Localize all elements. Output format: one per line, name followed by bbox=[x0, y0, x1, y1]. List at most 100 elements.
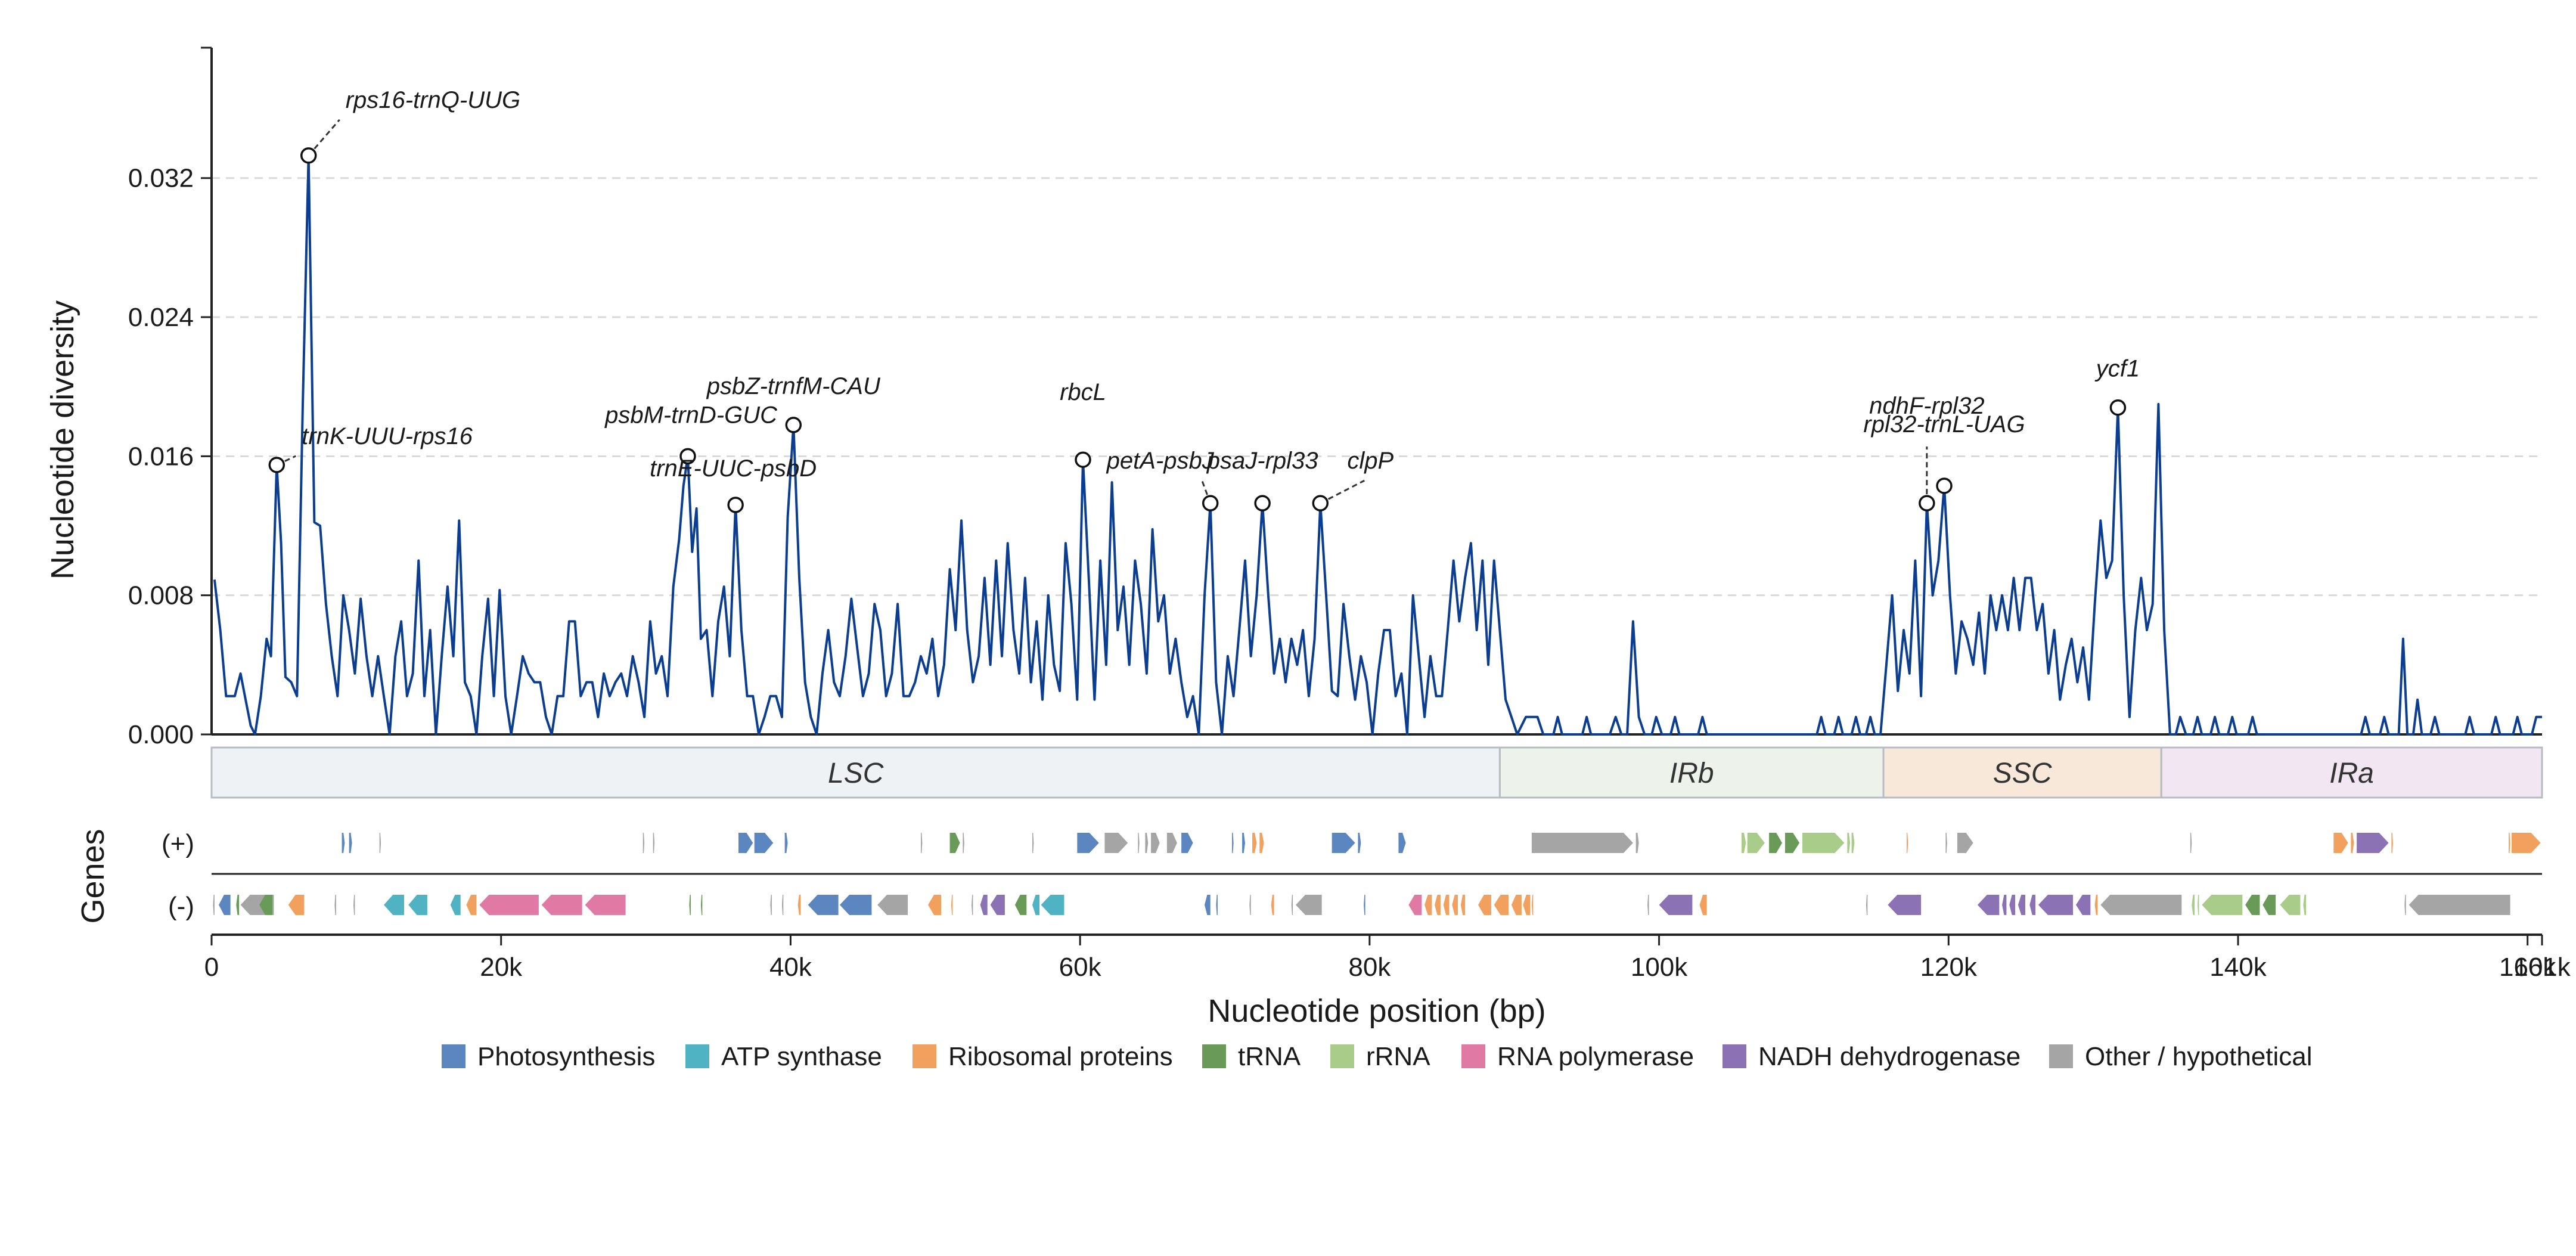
gene-minus bbox=[2094, 895, 2098, 915]
gene-plus bbox=[1742, 833, 1746, 853]
gene-minus bbox=[541, 895, 582, 915]
gene-minus bbox=[408, 895, 427, 915]
annotation-marker bbox=[727, 497, 744, 513]
gene-plus bbox=[784, 833, 788, 853]
annotation-label: clpP bbox=[1347, 448, 1393, 474]
gene-plus bbox=[1166, 833, 1177, 853]
gene-minus bbox=[466, 895, 477, 915]
x-tick-label: 100k bbox=[1631, 953, 1688, 982]
gene-minus bbox=[770, 895, 772, 915]
gene-plus bbox=[1077, 833, 1099, 853]
x-tick-label: 20k bbox=[480, 953, 523, 982]
gene-minus bbox=[585, 895, 626, 915]
gene-plus bbox=[349, 833, 352, 853]
gene-minus bbox=[1014, 895, 1027, 915]
gene-minus bbox=[2303, 895, 2307, 915]
legend-label: NADH dehydrogenase bbox=[1758, 1042, 2021, 1071]
gene-plus bbox=[1945, 833, 1947, 853]
gene-minus bbox=[1478, 895, 1491, 915]
gene-minus bbox=[689, 895, 691, 915]
region-label: IRa bbox=[2329, 758, 2374, 789]
legend-label: Ribosomal proteins bbox=[948, 1042, 1173, 1071]
legend-label: RNA polymerase bbox=[1497, 1042, 1694, 1071]
gene-minus bbox=[1460, 895, 1466, 915]
x-tick-label: 60k bbox=[1059, 953, 1102, 982]
gene-minus bbox=[1424, 895, 1432, 915]
x-tick-label: 80k bbox=[1348, 953, 1391, 982]
gene-minus bbox=[1531, 895, 1534, 915]
gene-minus bbox=[1647, 895, 1649, 915]
x-tick-label: 120k bbox=[1920, 953, 1978, 982]
gene-minus bbox=[990, 895, 1005, 915]
gene-plus bbox=[1259, 833, 1264, 853]
gene-minus bbox=[1271, 895, 1274, 915]
y-tick-label: 0.000 bbox=[128, 720, 194, 749]
gene-plus bbox=[754, 833, 774, 853]
gene-plus bbox=[342, 833, 345, 853]
gene-minus bbox=[1494, 895, 1509, 915]
x-tick-label: 40k bbox=[769, 953, 812, 982]
gene-plus bbox=[2512, 833, 2541, 853]
gene-minus bbox=[797, 895, 801, 915]
gene-plus bbox=[1358, 833, 1361, 853]
gene-plus bbox=[1032, 833, 1034, 853]
gene-plus bbox=[1181, 833, 1193, 853]
annotation-marker bbox=[1075, 451, 1091, 468]
x-tick-label: 160k bbox=[2499, 953, 2556, 982]
gene-plus bbox=[1145, 833, 1149, 853]
gene-minus bbox=[1523, 895, 1531, 915]
gene-minus bbox=[808, 895, 839, 915]
x-tick-label: 0 bbox=[204, 953, 219, 982]
legend-swatch bbox=[1330, 1044, 1354, 1068]
gene-plus bbox=[2333, 833, 2348, 853]
legend-swatch bbox=[913, 1044, 936, 1068]
region-block bbox=[2160, 746, 2543, 799]
gene-minus bbox=[236, 895, 240, 915]
legend-swatch bbox=[685, 1044, 709, 1068]
gene-minus bbox=[980, 895, 988, 915]
gene-plus bbox=[1906, 833, 1908, 853]
gene-minus bbox=[1032, 895, 1040, 915]
gene-plus bbox=[921, 833, 923, 853]
gene-minus bbox=[1977, 895, 2000, 915]
annotation-leader bbox=[308, 119, 340, 156]
annotations: rps16-trnQ-UUG trnK-UUU-rps16 psbM-trnD-GU… bbox=[268, 87, 2140, 513]
annotation-marker bbox=[268, 457, 285, 473]
gene-minus bbox=[259, 895, 272, 915]
gene-plus bbox=[1151, 833, 1160, 853]
legend-label: tRNA bbox=[1238, 1042, 1301, 1071]
annotation-label: petA-psbJ bbox=[1106, 448, 1215, 474]
legend-swatch bbox=[1461, 1044, 1485, 1068]
gene-plus bbox=[1398, 833, 1406, 853]
annotation-marker bbox=[679, 448, 696, 465]
annotation-marker bbox=[1919, 495, 1935, 511]
y-tick-label: 0.016 bbox=[128, 442, 194, 471]
gene-plus bbox=[1802, 833, 1845, 853]
gene-plus bbox=[1104, 833, 1128, 853]
legend-label: ATP synthase bbox=[721, 1042, 882, 1071]
axes: 0.000 0.008 0.016 0.024 0.032 bbox=[128, 46, 2542, 749]
genes-track-title: Genes bbox=[75, 829, 111, 923]
gene-minus bbox=[2262, 895, 2276, 915]
annotation-marker bbox=[785, 417, 802, 433]
gene-minus bbox=[1364, 895, 1365, 915]
y-axis-title: Nucleotide diversity bbox=[45, 300, 80, 579]
gene-plus bbox=[1957, 833, 1973, 853]
annotation-marker bbox=[1936, 477, 1953, 494]
gene-minus bbox=[1435, 895, 1441, 915]
gene-plus bbox=[2509, 833, 2510, 853]
gene-minus bbox=[2002, 895, 2007, 915]
annotation-marker bbox=[2109, 399, 2127, 416]
gene-minus bbox=[2018, 895, 2025, 915]
gene-minus bbox=[2100, 895, 2182, 915]
gene-plus bbox=[949, 833, 960, 853]
gene-minus bbox=[700, 895, 703, 915]
annotation-marker bbox=[1312, 495, 1329, 511]
annotation-label: trnE-UUC-psbD bbox=[650, 455, 817, 482]
gene-plus bbox=[738, 833, 753, 853]
gene-plus bbox=[1242, 833, 1245, 853]
region-block bbox=[210, 746, 1501, 799]
